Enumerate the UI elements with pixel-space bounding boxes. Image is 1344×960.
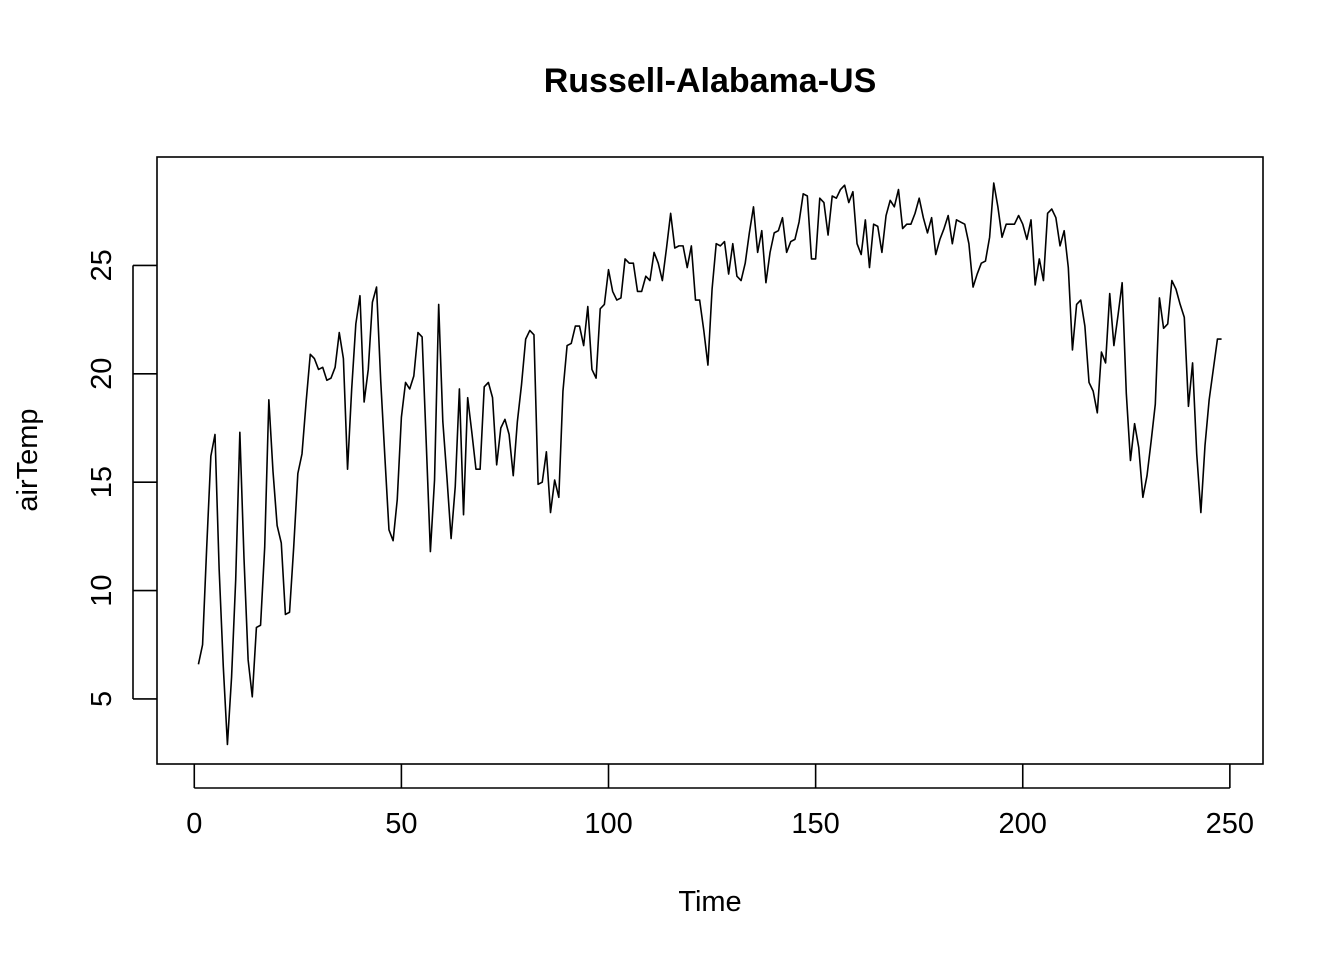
- x-axis-label: Time: [678, 886, 741, 918]
- plot-frame: [156, 156, 1264, 765]
- y-tick-label: 5: [86, 691, 118, 707]
- x-axis: 0 50 100 150 200 250: [186, 764, 1254, 840]
- y-tick-label: 20: [86, 358, 118, 390]
- series-line: [197, 182, 1222, 746]
- x-tick-label: 150: [791, 808, 839, 840]
- y-tick-label: 15: [86, 466, 118, 498]
- x-tick-label: 0: [186, 808, 202, 840]
- y-axis: 5 10 15 20 25: [86, 249, 157, 707]
- x-tick-label: 200: [999, 808, 1047, 840]
- y-tick-label: 10: [86, 574, 118, 606]
- x-tick-label: 100: [584, 808, 632, 840]
- x-tick-label: 50: [385, 808, 417, 840]
- chart-title: Russell-Alabama-US: [544, 62, 877, 100]
- y-tick-label: 25: [86, 249, 118, 281]
- x-tick-label: 250: [1206, 808, 1254, 840]
- y-axis-label: airTemp: [12, 408, 44, 511]
